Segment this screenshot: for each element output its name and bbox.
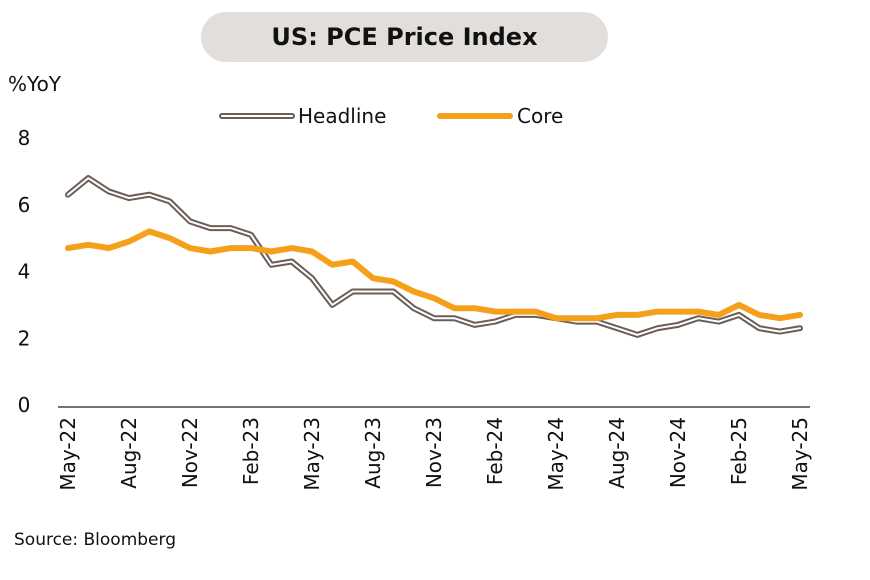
legend-item-headline: Headline bbox=[219, 104, 386, 128]
legend: Headline Core bbox=[219, 104, 563, 128]
x-tick-label-feb-25: Feb-25 bbox=[727, 417, 751, 485]
series-line-headline-inner bbox=[67, 177, 801, 336]
y-tick-label-0: 0 bbox=[18, 393, 31, 417]
y-tick-label-2: 2 bbox=[18, 326, 31, 350]
x-tick-label-may-22: May-22 bbox=[56, 417, 80, 491]
x-tick-label-may-24: May-24 bbox=[544, 417, 568, 491]
series-headline bbox=[65, 175, 803, 338]
x-tick-label-aug-23: Aug-23 bbox=[361, 417, 385, 489]
y-tick-label-4: 4 bbox=[18, 260, 31, 284]
y-tick-label-8: 8 bbox=[18, 126, 31, 150]
x-tick-label-feb-23: Feb-23 bbox=[239, 417, 263, 485]
x-tick-label-aug-22: Aug-22 bbox=[117, 417, 141, 489]
x-tick-label-aug-24: Aug-24 bbox=[605, 417, 629, 489]
y-tick-label-6: 6 bbox=[18, 193, 31, 217]
legend-label-core: Core bbox=[517, 104, 563, 128]
x-tick-label-nov-23: Nov-23 bbox=[422, 417, 446, 488]
series-line-core bbox=[65, 228, 803, 322]
x-tick-label-may-23: May-23 bbox=[300, 417, 324, 491]
y-axis-unit-label: %YoY bbox=[8, 72, 62, 96]
legend-item-core: Core bbox=[437, 104, 563, 128]
legend-label-headline: Headline bbox=[298, 104, 386, 128]
x-tick-label-feb-24: Feb-24 bbox=[483, 417, 507, 485]
series-core bbox=[65, 228, 803, 322]
source-note: Source: Bloomberg bbox=[14, 530, 176, 550]
x-tick-label-may-25: May-25 bbox=[788, 417, 812, 491]
chart-title: US: PCE Price Index bbox=[271, 23, 538, 51]
x-tick-label-nov-22: Nov-22 bbox=[178, 417, 202, 488]
y-tick-labels: 0 2 4 6 8 bbox=[18, 126, 31, 417]
x-tick-labels: May-22 Aug-22 Nov-22 Feb-23 May-23 Aug-23 Nov-… bbox=[56, 417, 812, 491]
series-layer bbox=[65, 175, 803, 338]
x-tick-label-nov-24: Nov-24 bbox=[666, 417, 690, 488]
chart-title-pill: US: PCE Price Index bbox=[201, 12, 608, 62]
